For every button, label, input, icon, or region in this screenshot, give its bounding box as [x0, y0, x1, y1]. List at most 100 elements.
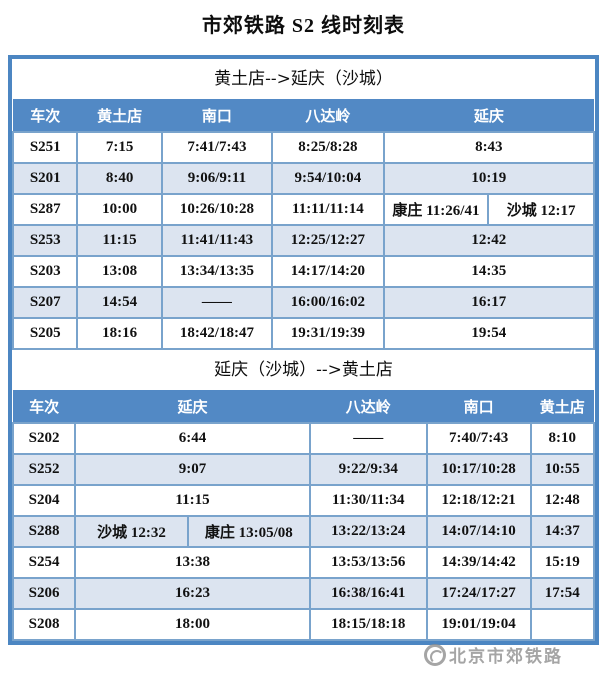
- time-cell: 16:38/16:41: [308, 577, 428, 610]
- timetable-row: S204 11:15 11:30/11:34 12:18/12:21 12:48: [11, 484, 596, 517]
- train-number-cell: S202: [11, 422, 77, 455]
- watermark: 北京市郊铁路: [424, 642, 563, 667]
- time-cell: 18:42/18:47: [160, 317, 274, 350]
- train-number-cell: S254: [11, 546, 77, 579]
- train-number-cell: S206: [11, 577, 77, 610]
- train-number-cell: S207: [11, 286, 79, 319]
- timetable-inbound: 车次 延庆 八达岭 南口 黄土店 S202 6:44 —— 7:40/7:43 8:10 S252 9…: [11, 390, 596, 641]
- time-cell: 14:39/14:42: [425, 546, 532, 579]
- time-cell: 13:53/13:56: [308, 546, 428, 579]
- timetable-row: S254 13:38 13:53/13:56 14:39/14:42 15:19: [11, 546, 596, 579]
- time-cell: ——: [308, 422, 428, 455]
- railway-ring-logo-icon: [424, 643, 446, 666]
- timetable-row: S202 6:44 —— 7:40/7:43 8:10: [11, 422, 596, 455]
- column-header: 八达岭: [309, 390, 427, 423]
- time-cell: 8:25/8:28: [271, 131, 385, 164]
- train-number-cell: S251: [11, 131, 79, 164]
- train-number-cell: S203: [11, 255, 79, 288]
- time-cell: 10:17/10:28: [425, 453, 532, 486]
- time-cell: 康庄 13:05/08: [186, 515, 311, 548]
- train-number-cell: S205: [11, 317, 79, 350]
- time-cell: 11:41/11:43: [160, 224, 274, 257]
- time-cell: 9:07: [74, 453, 311, 486]
- page-title: 市郊铁路 S2 线时刻表: [201, 15, 406, 37]
- column-header: 黄土店: [77, 99, 162, 132]
- time-cell: 12:18/12:21: [425, 484, 532, 517]
- column-header: 八达岭: [272, 99, 384, 132]
- time-cell: 11:11/11:14: [271, 193, 385, 226]
- train-number-cell: S204: [11, 484, 77, 517]
- time-cell: 10:26/10:28: [160, 193, 274, 226]
- time-cell: [529, 608, 596, 641]
- column-header: 黄土店: [530, 390, 594, 423]
- time-cell: 沙城 12:32: [74, 515, 189, 548]
- direction-heading-outbound: 黄土店-->延庆（沙城）: [12, 59, 595, 99]
- time-cell: 10:55: [529, 453, 596, 486]
- column-header: 南口: [426, 390, 531, 423]
- time-cell: 17:24/17:27: [425, 577, 532, 610]
- time-cell: 13:38: [74, 546, 311, 579]
- watermark-text: 北京市郊铁路: [449, 647, 563, 666]
- column-header: 车次: [13, 99, 78, 132]
- time-cell: 康庄 11:26/41: [382, 193, 490, 226]
- time-cell: 18:15/18:18: [308, 608, 428, 641]
- time-cell: 18:16: [76, 317, 163, 350]
- time-cell: 8:40: [76, 162, 163, 195]
- direction-heading-inbound: 延庆（沙城）-->黄土店: [12, 350, 595, 390]
- time-cell: 13:34/13:35: [160, 255, 274, 288]
- timetable-row: S287 10:00 10:26/10:28 11:11/11:14 康庄 11:26/…: [11, 193, 595, 226]
- time-cell: 12:48: [529, 484, 596, 517]
- timetable-outbound: 车次 黄土店 南口 八达岭 延庆 S251 7:15 7:41/7:43 8:25/8:28 8:…: [11, 99, 596, 350]
- train-number-cell: S288: [11, 515, 77, 548]
- time-cell: 15:19: [529, 546, 596, 579]
- time-cell: ——: [160, 286, 274, 319]
- timetable-row: S251 7:15 7:41/7:43 8:25/8:28 8:43: [11, 131, 596, 164]
- timetable-row: S206 16:23 16:38/16:41 17:24/17:27 17:54: [11, 577, 596, 610]
- timetable-board: 黄土店-->延庆（沙城） 车次 黄土店 南口 八达岭 延庆 S251 7:15 7:41/7:…: [8, 55, 599, 645]
- time-cell: 9:22/9:34: [308, 453, 428, 486]
- timetable-row: S201 8:40 9:06/9:11 9:54/10:04 10:19: [11, 162, 596, 195]
- time-cell: 11:30/11:34: [308, 484, 428, 517]
- time-cell: 16:23: [74, 577, 311, 610]
- timetable-row: S253 11:15 11:41/11:43 12:25/12:27 12:42: [11, 224, 596, 257]
- time-cell: 14:07/14:10: [425, 515, 532, 548]
- time-cell: 7:15: [76, 131, 163, 164]
- train-number-cell: S201: [11, 162, 79, 195]
- time-cell: 12:25/12:27: [271, 224, 385, 257]
- train-number-cell: S287: [11, 193, 79, 226]
- train-number-cell: S252: [11, 453, 77, 486]
- time-cell: 19:01/19:04: [425, 608, 532, 641]
- time-cell: 12:42: [382, 224, 596, 257]
- time-cell: 13:08: [76, 255, 163, 288]
- column-header: 南口: [161, 99, 273, 132]
- timetable-row: S203 13:08 13:34/13:35 14:17/14:20 14:35: [11, 255, 596, 288]
- time-cell: 10:19: [382, 162, 596, 195]
- time-cell: 16:17: [382, 286, 596, 319]
- time-cell: 14:54: [76, 286, 163, 319]
- time-cell: 19:54: [382, 317, 596, 350]
- train-number-cell: S208: [11, 608, 77, 641]
- time-cell: 8:43: [382, 131, 596, 164]
- column-header: 车次: [13, 390, 76, 423]
- time-cell: 17:54: [529, 577, 596, 610]
- time-cell: 7:40/7:43: [425, 422, 532, 455]
- time-cell: 8:10: [529, 422, 596, 455]
- time-cell: 10:00: [76, 193, 163, 226]
- timetable-row: S207 14:54 —— 16:00/16:02 16:17: [11, 286, 596, 319]
- timetable-row: S288 沙城 12:32 康庄 13:05/08 13:22/13:24 14:07/…: [11, 515, 596, 548]
- time-cell: 7:41/7:43: [160, 131, 274, 164]
- column-header-row: 车次 黄土店 南口 八达岭 延庆: [13, 99, 594, 132]
- time-cell: 6:44: [74, 422, 311, 455]
- time-cell: 14:37: [529, 515, 596, 548]
- time-cell: 19:31/19:39: [271, 317, 385, 350]
- time-cell: 沙城 12:17: [487, 193, 595, 226]
- time-cell: 13:22/13:24: [308, 515, 428, 548]
- timetable-row: S208 18:00 18:15/18:18 19:01/19:04: [11, 608, 596, 641]
- timetable-row: S252 9:07 9:22/9:34 10:17/10:28 10:55: [11, 453, 596, 486]
- column-header: 延庆: [75, 390, 310, 423]
- time-cell: 14:35: [382, 255, 596, 288]
- time-cell: 11:15: [76, 224, 163, 257]
- train-number-cell: S253: [11, 224, 79, 257]
- time-cell: 16:00/16:02: [271, 286, 385, 319]
- timetable-row: S205 18:16 18:42/18:47 19:31/19:39 19:54: [11, 317, 596, 350]
